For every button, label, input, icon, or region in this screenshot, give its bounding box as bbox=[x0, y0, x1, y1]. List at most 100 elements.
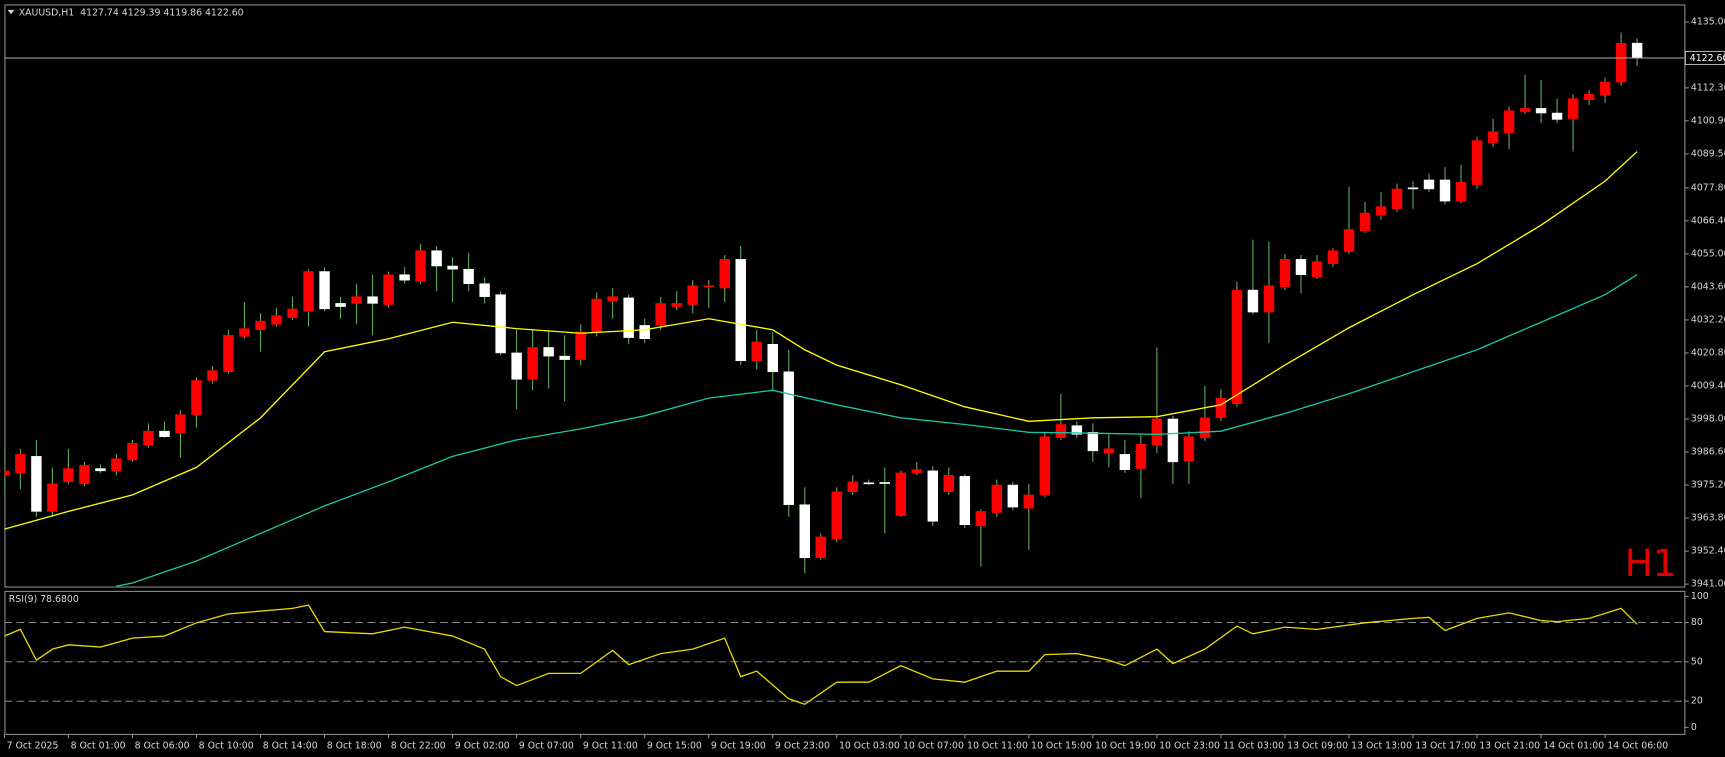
chart-title: XAUUSD,H1 4127.74 4129.39 4119.86 4122.6… bbox=[19, 8, 244, 19]
candle-body bbox=[1311, 261, 1323, 278]
candle-body bbox=[1567, 98, 1579, 119]
candle-body bbox=[1231, 289, 1243, 404]
x-tick-label: 13 Oct 21:00 bbox=[1479, 740, 1540, 751]
candle-body bbox=[447, 265, 458, 270]
candle-body bbox=[399, 274, 410, 281]
y-tick-label: 4077.80 bbox=[1691, 182, 1725, 193]
candle-body bbox=[143, 430, 154, 446]
candle-body bbox=[255, 320, 266, 331]
candle-body bbox=[95, 468, 106, 472]
x-tick-label: 10 Oct 11:00 bbox=[967, 740, 1028, 751]
candle-body bbox=[415, 250, 426, 282]
candle-body bbox=[111, 458, 122, 472]
x-tick-label: 11 Oct 03:00 bbox=[1223, 740, 1284, 751]
y-tick-label: 50 bbox=[1691, 656, 1703, 667]
y-tick-label: 4009.40 bbox=[1691, 380, 1725, 391]
candle-body bbox=[575, 331, 586, 360]
y-tick-label: 3998.00 bbox=[1691, 413, 1725, 424]
candle-body bbox=[1583, 93, 1595, 100]
candle-body bbox=[991, 484, 1003, 513]
candle-body bbox=[463, 268, 474, 284]
current-price-box bbox=[1684, 50, 1725, 66]
y-tick-label: 3986.60 bbox=[1691, 447, 1725, 458]
candle-body bbox=[1087, 432, 1099, 452]
y-tick-label: 4066.40 bbox=[1691, 215, 1725, 226]
watermark: H1 bbox=[1625, 541, 1677, 585]
line-series bbox=[4, 604, 1638, 706]
x-tick-label: 13 Oct 13:00 bbox=[1351, 740, 1412, 751]
x-tick-label: 9 Oct 11:00 bbox=[583, 740, 638, 751]
y-tick-label: 4112.30 bbox=[1691, 82, 1725, 93]
candle-body bbox=[4, 470, 10, 476]
candle-body bbox=[1471, 140, 1483, 185]
candle-body bbox=[1487, 131, 1499, 143]
candle-body bbox=[1327, 250, 1339, 264]
candle-body bbox=[527, 347, 538, 380]
y-tick-label: 3941.00 bbox=[1691, 579, 1725, 590]
candle-body bbox=[287, 308, 298, 318]
x-tick-label: 9 Oct 19:00 bbox=[711, 740, 766, 751]
x-tick-label: 9 Oct 07:00 bbox=[519, 740, 574, 751]
candle-body bbox=[1183, 436, 1195, 461]
candle-body bbox=[543, 347, 554, 357]
candle-body bbox=[767, 343, 778, 373]
candle-body bbox=[511, 352, 522, 380]
candle-body bbox=[351, 296, 362, 304]
y-tick-label: 4043.60 bbox=[1691, 281, 1725, 292]
y-tick-label: 0 bbox=[1691, 722, 1697, 733]
x-tick-label: 9 Oct 15:00 bbox=[647, 740, 702, 751]
candle-body bbox=[31, 456, 42, 512]
y-tick-label: 3963.80 bbox=[1691, 513, 1725, 524]
x-tick-label: 9 Oct 23:00 bbox=[775, 740, 830, 751]
candle-body bbox=[1343, 229, 1355, 252]
candle-body bbox=[1279, 259, 1291, 288]
candle-body bbox=[719, 259, 730, 289]
candle-body bbox=[367, 296, 378, 304]
rsi-panel-frame bbox=[4, 590, 1686, 735]
candle-body bbox=[927, 470, 939, 522]
candle-body bbox=[127, 443, 138, 461]
candle-body bbox=[735, 259, 746, 362]
candle-body bbox=[1007, 484, 1019, 508]
y-tick-label: 100 bbox=[1691, 591, 1709, 602]
y-tick-label: 4055.00 bbox=[1691, 248, 1725, 259]
candle-body bbox=[479, 283, 490, 298]
x-tick-label: 10 Oct 07:00 bbox=[903, 740, 964, 751]
candle-body bbox=[383, 274, 394, 305]
price-panel-frame bbox=[4, 4, 1686, 588]
candle-body bbox=[303, 271, 314, 312]
x-tick-label: 10 Oct 19:00 bbox=[1095, 740, 1156, 751]
candle-body bbox=[1119, 454, 1131, 470]
candle-body bbox=[639, 325, 650, 340]
candle-body bbox=[799, 504, 810, 559]
candle-body bbox=[159, 430, 170, 437]
candle-body bbox=[1263, 285, 1275, 313]
candle-body bbox=[495, 294, 506, 354]
candle-body bbox=[959, 476, 971, 526]
candle-body bbox=[863, 482, 874, 485]
candle-body bbox=[815, 536, 826, 559]
rsi-plot bbox=[4, 604, 1685, 706]
candle-body bbox=[223, 334, 234, 373]
candle-body bbox=[1215, 397, 1227, 419]
candle-body bbox=[1103, 448, 1115, 454]
menu-triangle bbox=[7, 9, 15, 15]
y-tick-label: 20 bbox=[1691, 696, 1703, 707]
y-tick-label: 4020.80 bbox=[1691, 347, 1725, 358]
x-tick-label: 8 Oct 06:00 bbox=[135, 740, 190, 751]
candle-body bbox=[1151, 418, 1163, 446]
candle-body bbox=[1407, 187, 1419, 190]
y-tick-label: 4100.90 bbox=[1691, 115, 1725, 126]
x-tick-label: 14 Oct 06:00 bbox=[1607, 740, 1668, 751]
candle-body bbox=[1615, 42, 1627, 83]
x-tick-label: 13 Oct 09:00 bbox=[1287, 740, 1348, 751]
candle-body bbox=[895, 472, 907, 517]
candle-body bbox=[847, 481, 858, 492]
x-tick-label: 8 Oct 01:00 bbox=[71, 740, 126, 751]
candle-body bbox=[319, 271, 330, 310]
candle-body bbox=[783, 371, 794, 506]
candle-body bbox=[879, 482, 891, 484]
candle-body bbox=[1535, 108, 1547, 114]
